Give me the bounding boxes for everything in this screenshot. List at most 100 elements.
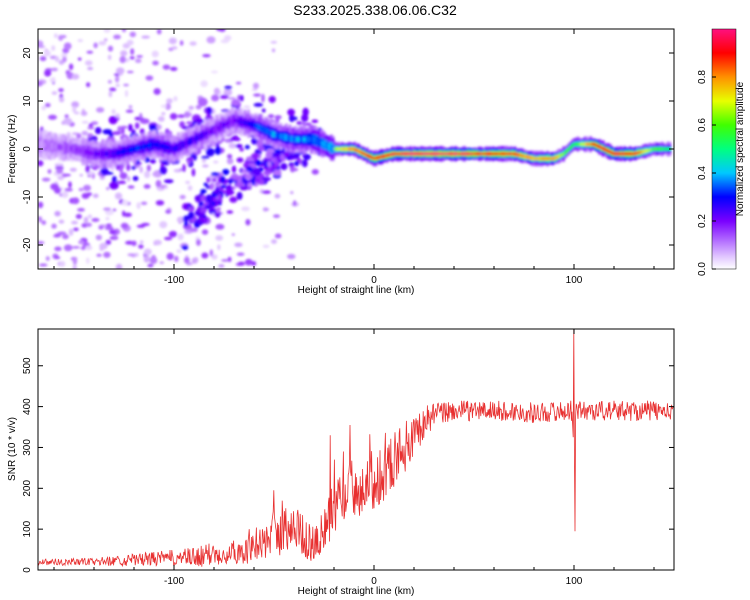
ridge-cell xyxy=(49,143,52,149)
ridge-cell xyxy=(211,127,214,134)
spectral-energy-blob xyxy=(141,35,150,39)
ridge-cell xyxy=(553,157,556,160)
ridge-cell xyxy=(601,146,605,151)
spectral-energy-blob xyxy=(218,202,222,206)
spectral-energy-blob xyxy=(71,246,81,249)
spectral-energy-blob xyxy=(171,46,178,50)
ridge-cell xyxy=(213,126,216,133)
spectral-energy-blob xyxy=(103,207,112,211)
spectral-energy-blob xyxy=(143,170,151,179)
spectral-energy-blob xyxy=(224,85,232,90)
snr-background xyxy=(38,329,674,570)
spectral-energy-blob xyxy=(237,261,246,266)
ridge-cell xyxy=(448,152,452,156)
ridge-cell xyxy=(484,152,488,156)
ridge-cell xyxy=(466,152,470,156)
spectral-energy-blob xyxy=(138,244,144,249)
spectral-energy-blob xyxy=(78,187,84,192)
spectral-energy-blob xyxy=(80,246,86,250)
spectral-energy-blob xyxy=(44,69,52,77)
spectral-energy-blob xyxy=(72,257,78,265)
ridge-cell xyxy=(537,157,540,161)
y-tick-label: 0 xyxy=(22,567,33,573)
ridge-cell xyxy=(223,121,227,127)
ridge-cell xyxy=(259,125,263,132)
spectral-energy-blob xyxy=(287,108,296,116)
spectral-energy-blob xyxy=(92,193,99,198)
spectral-energy-blob xyxy=(274,233,282,239)
spectral-energy-blob xyxy=(198,201,204,207)
spectral-energy-blob xyxy=(221,259,230,262)
spectral-energy-blob xyxy=(86,192,93,196)
ridge-cell xyxy=(655,147,659,151)
ridge-cell xyxy=(492,152,495,156)
snr-y-label: SNR (10 * v/v) xyxy=(7,417,18,481)
spectral-energy-blob xyxy=(239,147,245,152)
ridge-cell xyxy=(506,152,510,156)
ridge-cell xyxy=(519,153,522,157)
spectral-energy-blob xyxy=(93,42,98,49)
spectral-energy-blob xyxy=(247,182,252,188)
ridge-cell xyxy=(412,152,416,156)
ridge-cell xyxy=(153,142,157,147)
spectral-energy-blob xyxy=(113,34,121,40)
spectral-energy-blob xyxy=(176,249,182,254)
spectral-energy-blob xyxy=(191,168,196,177)
ridge-cell xyxy=(360,151,364,155)
ridge-cell xyxy=(565,149,569,153)
ridge-cell xyxy=(378,155,382,159)
ridge-cell xyxy=(371,156,375,160)
spectral-energy-blob xyxy=(228,143,237,149)
ridge-cell xyxy=(236,118,240,124)
spectral-energy-blob xyxy=(54,246,62,252)
spectral-energy-blob xyxy=(205,194,213,202)
ridge-cell xyxy=(529,156,533,160)
ridge-cell xyxy=(349,147,353,151)
ridge-cell xyxy=(648,148,652,152)
ridge-cell xyxy=(531,156,535,161)
ridge-cell xyxy=(472,152,475,156)
spectral-energy-blob xyxy=(86,82,91,88)
ridge-cell xyxy=(346,147,349,151)
ridge-cell xyxy=(180,141,184,149)
spectral-energy-blob xyxy=(150,158,156,164)
ridge-cell xyxy=(330,145,333,151)
ridge-cell xyxy=(578,142,582,146)
spectral-energy-blob xyxy=(188,211,195,220)
ridge-cell xyxy=(339,147,342,151)
spectral-energy-blob xyxy=(234,242,243,248)
ridge-cell xyxy=(652,147,655,151)
spectral-energy-blob xyxy=(64,114,69,118)
ridge-cell xyxy=(438,152,441,155)
y-tick-label: 10 xyxy=(22,95,33,107)
spectral-energy-blob xyxy=(98,225,104,230)
spectral-energy-blob xyxy=(54,233,63,236)
ridge-cell xyxy=(38,141,42,148)
ridge-cell xyxy=(493,152,497,156)
spectral-energy-blob xyxy=(236,191,243,200)
ridge-cell xyxy=(247,121,250,126)
ridge-cell xyxy=(497,152,501,156)
ridge-cell xyxy=(196,134,200,141)
spectral-energy-blob xyxy=(102,128,113,135)
spectral-energy-blob xyxy=(188,105,194,110)
spectral-energy-blob xyxy=(311,169,319,175)
ridge-cell xyxy=(160,143,164,149)
spectral-energy-blob xyxy=(107,54,112,61)
ridge-cell xyxy=(567,147,571,151)
ridge-cell xyxy=(162,144,166,150)
y-tick-label: 400 xyxy=(22,398,33,415)
spectral-energy-blob xyxy=(129,31,137,38)
ridge-cell xyxy=(83,149,87,155)
ridge-cell xyxy=(430,152,434,156)
spectral-energy-blob xyxy=(206,107,212,111)
spectral-energy-blob xyxy=(115,113,120,119)
ridge-cell xyxy=(171,145,175,152)
spectral-energy-blob xyxy=(274,115,282,120)
ridge-cell xyxy=(286,135,290,141)
ridge-cell xyxy=(614,152,618,156)
spectral-energy-blob xyxy=(111,131,122,136)
snr-axes: -100 0 100 0 100 200 300 400 500 xyxy=(22,329,674,587)
x-tick-label: -100 xyxy=(164,275,184,286)
ridge-cell xyxy=(461,152,465,156)
